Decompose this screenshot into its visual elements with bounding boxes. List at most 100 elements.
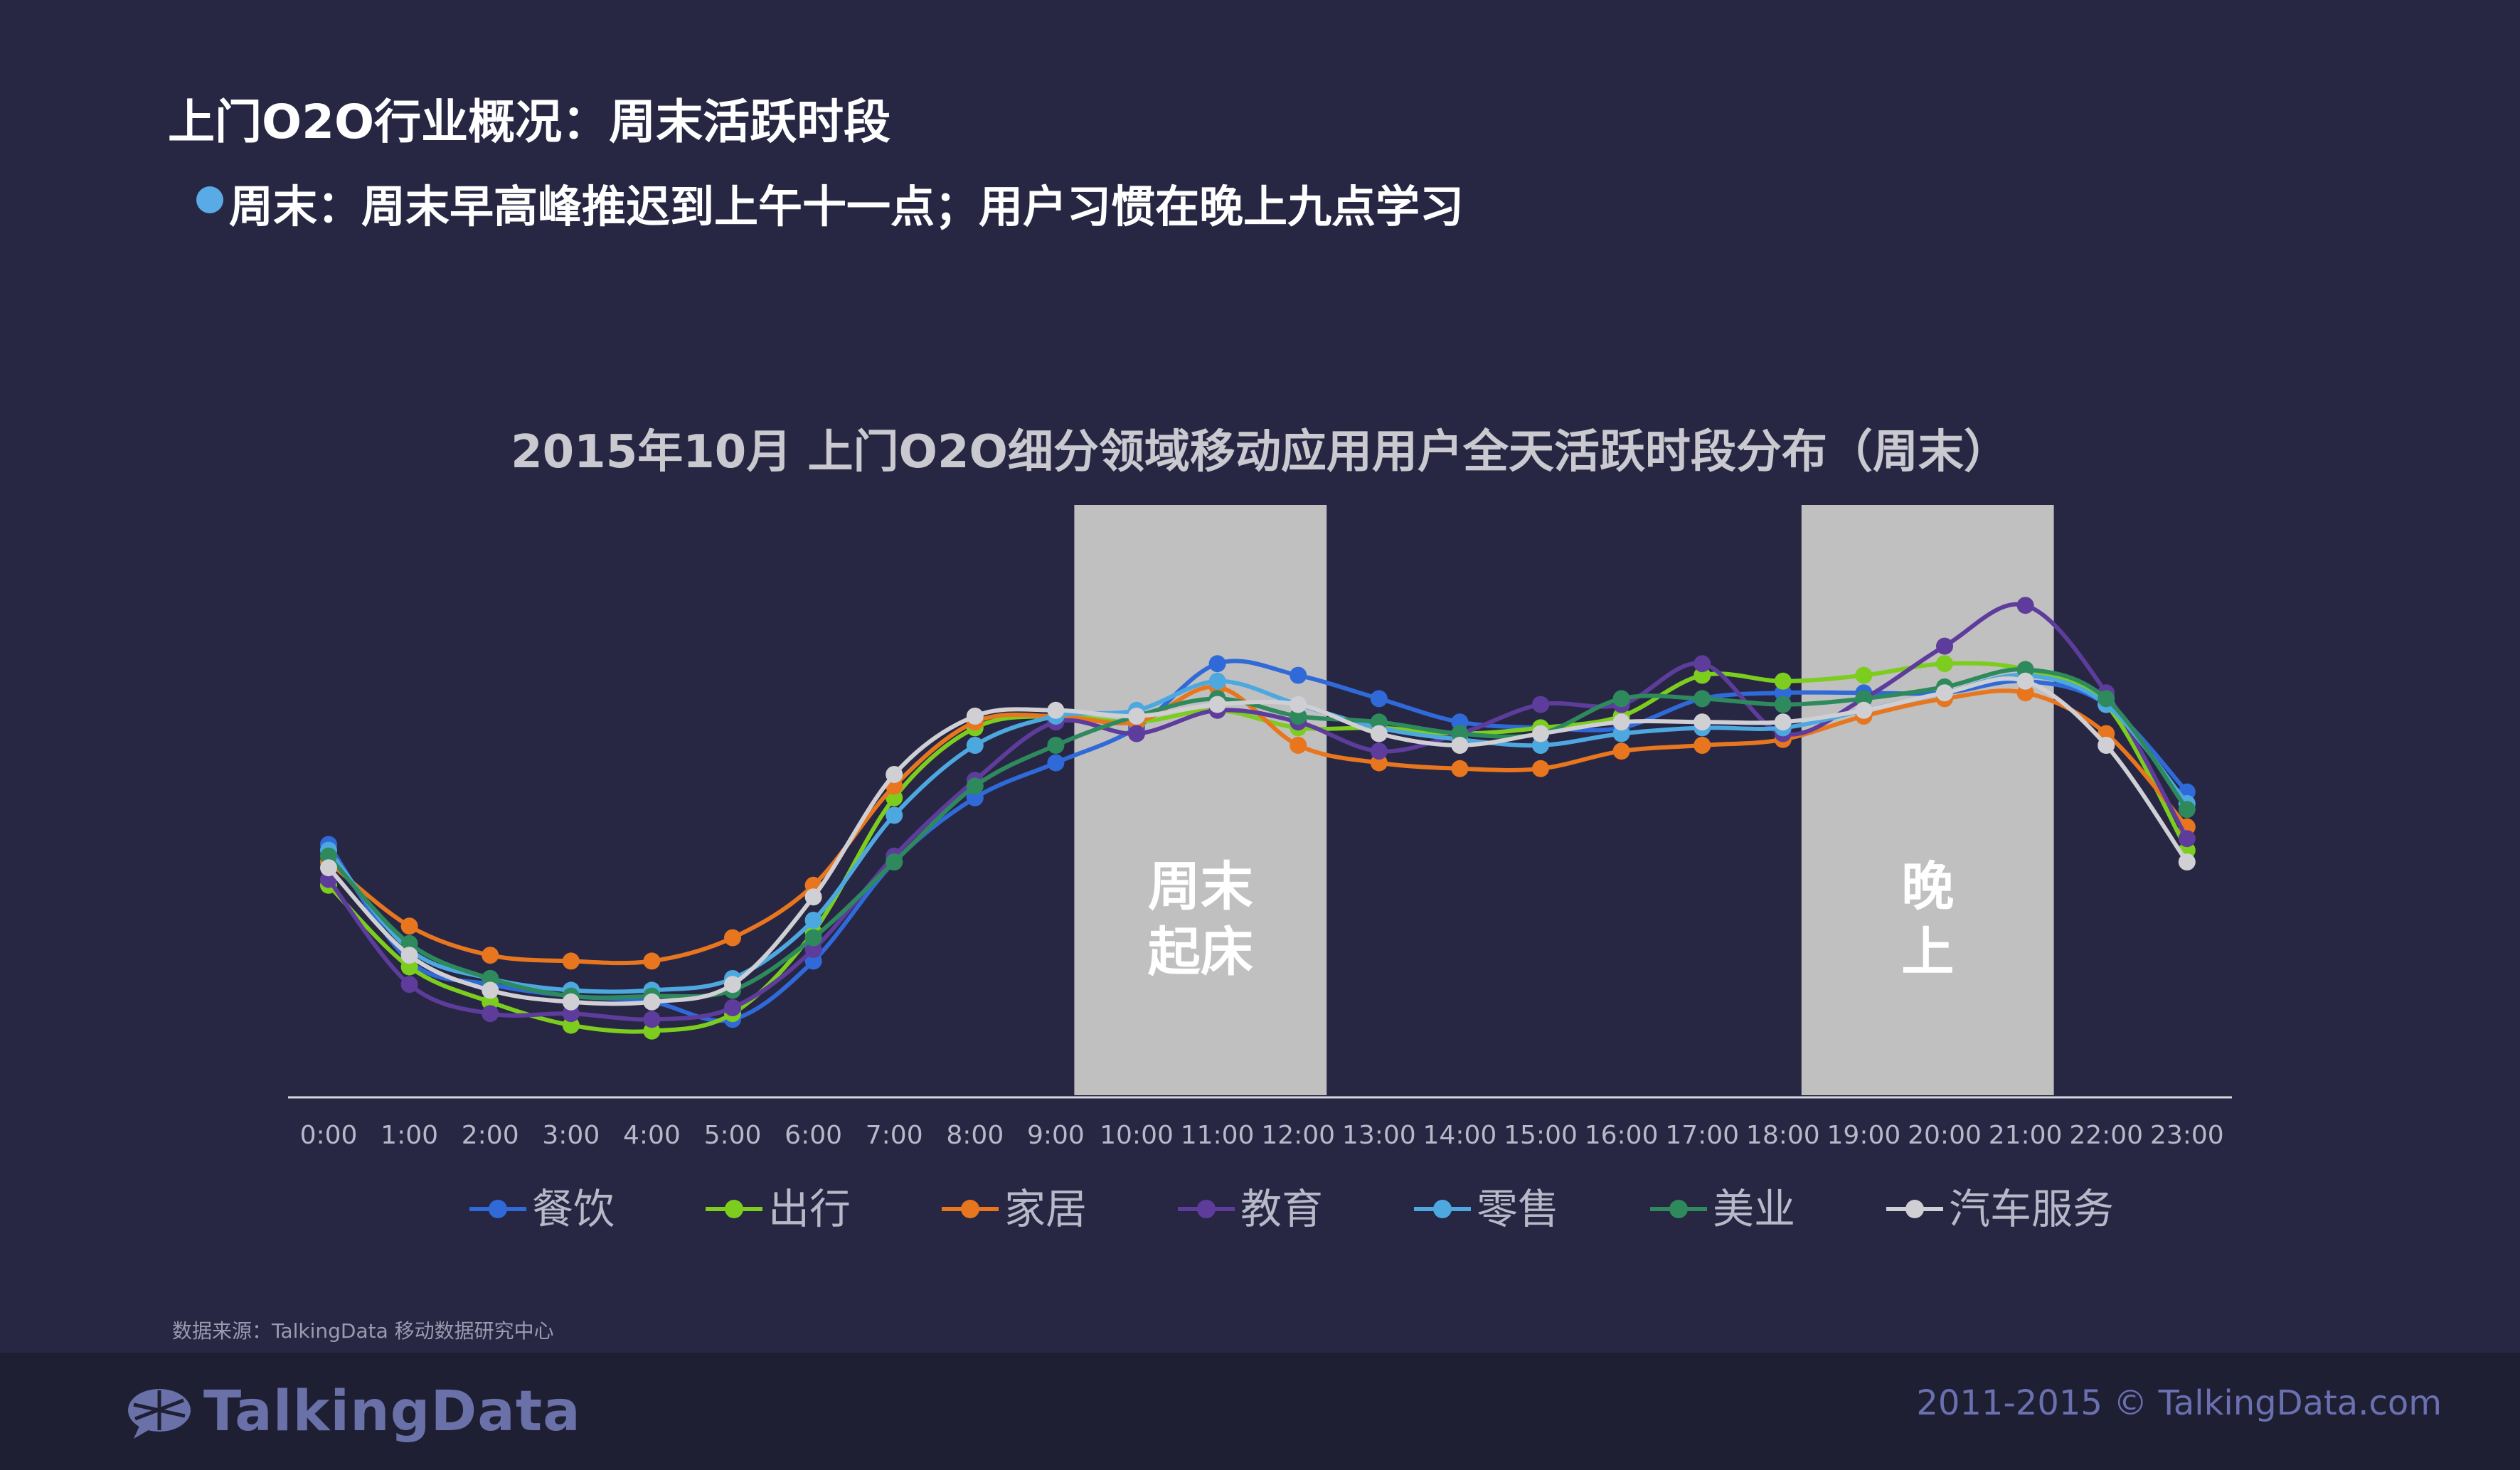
legend-label: 出行 xyxy=(768,1185,851,1233)
talkingdata-logo-icon xyxy=(128,1389,191,1439)
data-point xyxy=(2098,737,2115,754)
legend-swatch-marker xyxy=(1905,1200,1924,1218)
data-point xyxy=(966,789,984,806)
data-point xyxy=(482,981,499,999)
highlight-band-label: 晚 xyxy=(1901,856,1954,917)
data-point xyxy=(804,952,822,970)
data-point xyxy=(562,952,580,970)
data-point xyxy=(400,917,418,935)
data-point xyxy=(1128,708,1145,725)
data-point xyxy=(2098,690,2115,708)
data-point xyxy=(320,859,337,877)
legend-swatch-marker xyxy=(1197,1200,1216,1218)
chart-title: 2015年10月 上门O2O细分领域移动应用用户全天活跃时段分布（周末） xyxy=(511,426,2009,479)
legend-swatch-marker xyxy=(725,1200,743,1218)
data-point xyxy=(1290,708,1307,725)
x-tick-label: 15:00 xyxy=(1504,1121,1578,1150)
data-point xyxy=(1936,655,1953,673)
data-point xyxy=(886,806,903,824)
data-point xyxy=(1532,760,1549,777)
bullet-dot-icon xyxy=(196,186,223,213)
data-point xyxy=(643,993,661,1011)
data-point xyxy=(400,976,418,994)
data-point xyxy=(804,912,822,929)
data-point xyxy=(2016,672,2034,690)
data-point xyxy=(2016,597,2034,614)
data-point xyxy=(1208,696,1226,713)
data-point xyxy=(320,847,337,865)
data-point xyxy=(1612,725,1630,742)
data-point xyxy=(1290,666,1307,684)
x-tick-label: 12:00 xyxy=(1261,1121,1335,1150)
data-point xyxy=(1612,690,1630,708)
data-point xyxy=(1370,725,1388,742)
series-line xyxy=(326,661,2189,1034)
data-point xyxy=(1694,666,1711,684)
data-point xyxy=(1694,690,1711,708)
x-tick-label: 19:00 xyxy=(1827,1121,1901,1150)
x-tick-label: 13:00 xyxy=(1342,1121,1416,1150)
data-point xyxy=(1774,672,1792,690)
data-point xyxy=(1370,690,1388,708)
data-point xyxy=(1694,737,1711,754)
data-point xyxy=(1451,737,1469,754)
x-tick-label: 16:00 xyxy=(1585,1121,1659,1150)
legend-label: 零售 xyxy=(1477,1185,1559,1233)
data-point xyxy=(1208,672,1226,690)
x-tick-label: 3:00 xyxy=(542,1121,600,1150)
data-point xyxy=(1290,737,1307,754)
data-point xyxy=(482,970,499,987)
data-point xyxy=(482,1005,499,1023)
data-point xyxy=(804,941,822,958)
highlight-band-rect xyxy=(1074,505,1327,1095)
legend-swatch-marker xyxy=(961,1200,979,1218)
data-point xyxy=(1451,760,1469,777)
data-point xyxy=(1774,696,1792,713)
data-point xyxy=(966,777,984,795)
data-point xyxy=(562,993,580,1011)
x-tick-label: 22:00 xyxy=(2069,1121,2143,1150)
data-point xyxy=(1532,696,1549,713)
data-point xyxy=(482,947,499,964)
legend-label: 汽车服务 xyxy=(1949,1185,2114,1233)
legend-swatch-marker xyxy=(489,1200,507,1218)
x-tick-label: 9:00 xyxy=(1027,1121,1085,1150)
legend-item: 家居 xyxy=(942,1185,1087,1233)
data-point xyxy=(886,853,903,870)
data-point xyxy=(1774,713,1792,731)
data-point xyxy=(1612,742,1630,760)
data-point xyxy=(2178,830,2196,848)
legend-item: 美业 xyxy=(1650,1185,1795,1233)
data-point xyxy=(400,947,418,964)
x-tick-label: 1:00 xyxy=(381,1121,438,1150)
data-point xyxy=(400,934,418,952)
data-point xyxy=(1855,690,1873,708)
data-point xyxy=(562,1005,580,1023)
x-tick-label: 10:00 xyxy=(1100,1121,1174,1150)
data-point xyxy=(1290,696,1307,713)
data-point xyxy=(1936,684,1953,702)
data-point xyxy=(804,888,822,906)
data-point xyxy=(2178,801,2196,819)
data-point xyxy=(1047,701,1065,719)
highlight-band-rect xyxy=(1801,505,2054,1095)
data-point xyxy=(886,766,903,783)
data-point xyxy=(1532,737,1549,754)
data-point xyxy=(2016,684,2034,702)
data-point xyxy=(643,1022,661,1040)
x-tick-label: 20:00 xyxy=(1908,1121,1982,1150)
data-point xyxy=(724,976,741,994)
x-tick-label: 0:00 xyxy=(300,1121,358,1150)
data-point xyxy=(1451,713,1469,731)
legend-label: 餐饮 xyxy=(532,1185,615,1233)
x-tick-label: 18:00 xyxy=(1746,1121,1820,1150)
data-point xyxy=(2178,853,2196,870)
data-point xyxy=(1694,713,1711,731)
x-tick-label: 14:00 xyxy=(1423,1121,1497,1150)
legend-label: 教育 xyxy=(1240,1185,1323,1233)
data-point xyxy=(1855,666,1873,684)
page-subtitle: 周末：周末早高峰推迟到上午十一点；用户习惯在晚上九点学习 xyxy=(229,181,1464,233)
data-point xyxy=(1128,725,1145,742)
